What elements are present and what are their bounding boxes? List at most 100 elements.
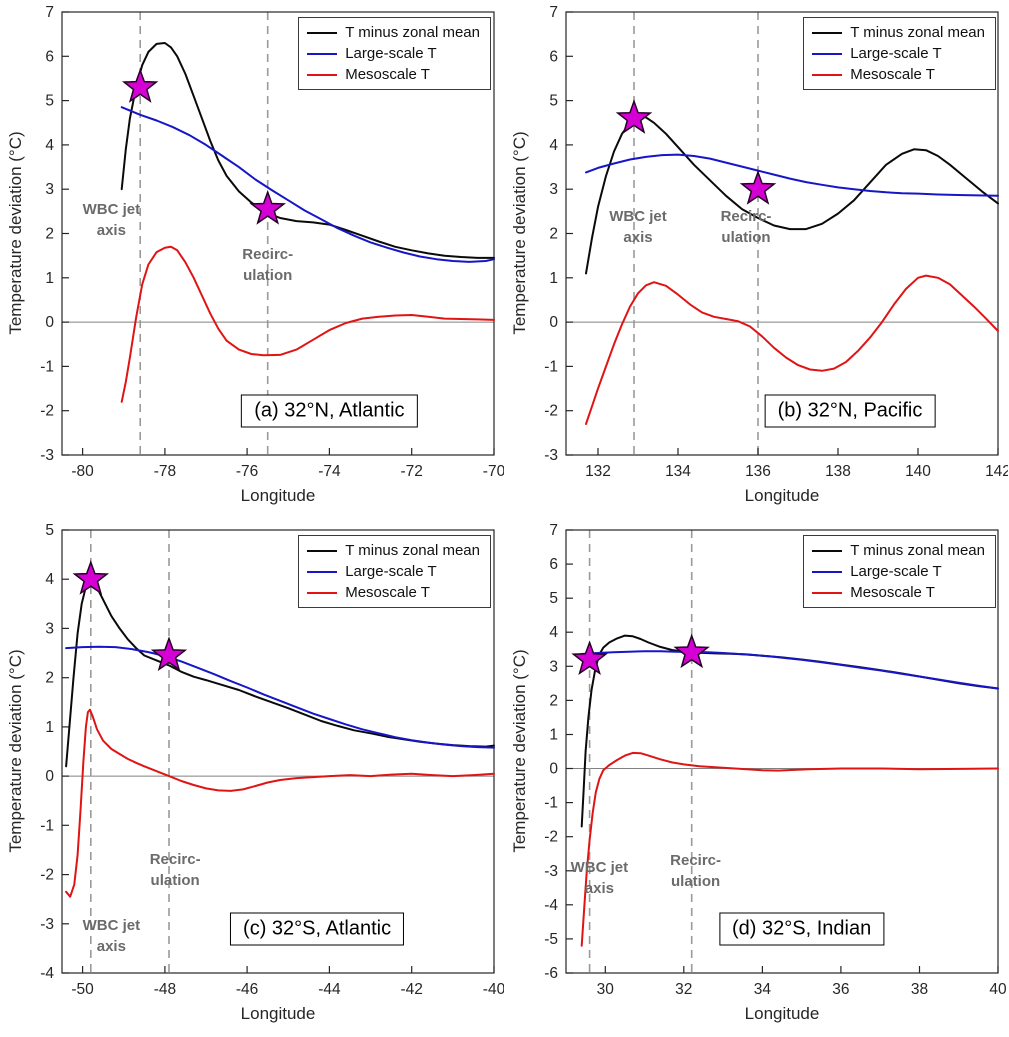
y-tick-label: 6: [45, 48, 54, 65]
y-tick-label: 7: [45, 4, 54, 21]
x-tick-label: -70: [483, 463, 504, 480]
y-axis-label: Temperature deviation (°C): [6, 131, 25, 335]
y-tick-label: 5: [549, 590, 558, 607]
blue-line-sample: [307, 52, 338, 55]
star-marker: [571, 640, 608, 675]
x-tick-label: 132: [585, 463, 611, 480]
wbc-jet-axis-label: WBC jet axis: [82, 917, 141, 956]
legend-label: T minus zonal mean: [850, 542, 985, 559]
x-tick-label: -46: [236, 981, 258, 998]
series-t-minus-zonal-mean: [120, 42, 495, 259]
y-tick-label: 2: [549, 226, 558, 243]
plot-border: [565, 529, 999, 974]
panel-caption: (d) 32°S, Indian: [719, 912, 885, 946]
x-axis-label: Longitude: [744, 1004, 820, 1023]
plot-border: [61, 11, 495, 456]
legend-label: Mesoscale T: [850, 584, 935, 601]
y-tick-label: -4: [40, 965, 54, 982]
y-axis-label: Temperature deviation (°C): [510, 131, 529, 335]
star-marker: [615, 99, 653, 134]
star-marker: [121, 68, 159, 103]
y-tick-label: -1: [544, 795, 558, 812]
blue-line-sample: [812, 52, 843, 55]
y-tick-label: 5: [549, 93, 558, 110]
y-tick-label: -6: [544, 965, 558, 982]
legend-label: Large-scale T: [345, 563, 437, 580]
series-large-scale-t: [585, 153, 999, 197]
y-tick-label: 3: [45, 620, 54, 637]
y-tick-label: -2: [544, 829, 558, 846]
x-axis-label: Longitude: [240, 486, 316, 505]
red-line-sample: [812, 591, 843, 594]
x-tick-label: 142: [985, 463, 1008, 480]
star-marker: [72, 559, 110, 595]
legend-item: T minus zonal mean: [812, 542, 985, 559]
legend-label: Large-scale T: [850, 45, 942, 62]
legend-item: Large-scale T: [307, 563, 480, 580]
recirculation-label: Recirc- ulation: [720, 207, 772, 246]
y-tick-label: 5: [45, 522, 54, 539]
series-large-scale-t: [65, 645, 495, 749]
x-axis-label: Longitude: [240, 1004, 316, 1023]
y-tick-label: 1: [45, 270, 54, 287]
legend-item: Large-scale T: [812, 45, 985, 62]
legend-label: Mesoscale T: [850, 66, 935, 83]
y-axis-label: Temperature deviation (°C): [6, 649, 25, 853]
y-tick-label: 1: [549, 727, 558, 744]
x-tick-label: -48: [154, 981, 176, 998]
panel-a: -80 -78 -76 -74 -72 -70 -3 -2 -1 0 1 2 3 4 5 6 7 Tempera…: [0, 0, 504, 518]
panel-caption: (a) 32°N, Atlantic: [241, 394, 418, 428]
series-mesoscale-t: [580, 751, 999, 947]
y-tick-label: 1: [45, 719, 54, 736]
star-marker: [673, 633, 710, 669]
x-tick-label: 138: [825, 463, 851, 480]
legend-box: T minus zonal mean Large-scale T Mesosca…: [298, 535, 491, 608]
y-tick-label: -1: [544, 358, 558, 375]
x-tick-label: 136: [745, 463, 771, 480]
y-tick-label: -3: [40, 447, 54, 464]
y-tick-label: -4: [544, 897, 558, 914]
legend-item: Mesoscale T: [307, 584, 480, 601]
recirculation-label: Recirc- ulation: [670, 851, 722, 890]
y-tick-label: 0: [45, 768, 54, 785]
legend-item: T minus zonal mean: [307, 24, 480, 41]
blue-line-sample: [307, 570, 338, 573]
x-tick-label: -76: [236, 463, 258, 480]
legend-item: Mesoscale T: [812, 584, 985, 601]
legend-label: Mesoscale T: [345, 584, 430, 601]
x-tick-label: -80: [71, 463, 94, 480]
y-tick-label: 6: [549, 48, 558, 65]
legend-item: T minus zonal mean: [812, 24, 985, 41]
x-tick-label: -72: [400, 463, 422, 480]
star-marker: [249, 189, 286, 225]
x-tick-label: 38: [911, 981, 928, 998]
red-line-sample: [307, 591, 338, 594]
legend-label: T minus zonal mean: [850, 24, 985, 41]
y-tick-label: 7: [549, 522, 558, 539]
x-tick-label: -44: [318, 981, 341, 998]
legend-label: Large-scale T: [850, 563, 942, 580]
x-tick-label: -78: [154, 463, 176, 480]
y-tick-label: 3: [45, 181, 54, 198]
x-tick-label: 134: [665, 463, 691, 480]
recirculation-label: Recirc- ulation: [242, 245, 294, 284]
panel-caption: (c) 32°S, Atlantic: [230, 912, 405, 946]
star-marker: [150, 636, 188, 672]
x-axis-label: Longitude: [744, 486, 820, 505]
panel-d: 30 32 34 36 38 40 -6 -5 -4 -3 -2 -1 0 1 2 3 4 5 6 7 Tempera…: [504, 518, 1009, 1037]
series-large-scale-t: [120, 106, 495, 263]
x-tick-label: 34: [754, 981, 772, 998]
star-marker: [739, 170, 777, 205]
series-large-scale-t: [580, 650, 999, 690]
panel-c: -50 -48 -46 -44 -42 -40 -4 -3 -2 -1 0 1 2 3 4 5 Tempera…: [0, 518, 504, 1037]
x-tick-label: 36: [832, 981, 849, 998]
y-tick-label: 4: [549, 137, 558, 154]
y-tick-label: 7: [549, 4, 558, 21]
y-tick-label: 3: [549, 658, 558, 675]
panel-caption: (b) 32°N, Pacific: [764, 394, 936, 428]
y-tick-label: -2: [40, 867, 54, 884]
x-tick-label: 40: [989, 981, 1007, 998]
y-tick-label: 2: [45, 226, 54, 243]
y-tick-label: -3: [544, 447, 558, 464]
y-tick-label: -2: [40, 403, 54, 420]
